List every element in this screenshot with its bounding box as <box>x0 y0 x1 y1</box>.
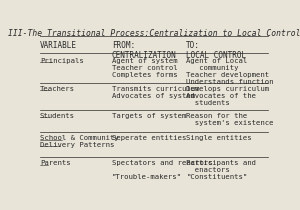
Text: School & Community
Delivery Patterns: School & Community Delivery Patterns <box>40 135 119 148</box>
Text: Targets of system: Targets of system <box>112 113 186 118</box>
Text: Transmits curriculum
Advocates of system: Transmits curriculum Advocates of system <box>112 86 200 99</box>
Text: III-The Transitional Process:Centralization to Local Control: III-The Transitional Process:Centralizat… <box>8 29 300 38</box>
Text: Seperate entities: Seperate entities <box>112 135 186 141</box>
Text: VARIABLE: VARIABLE <box>40 41 77 50</box>
Text: Single entities: Single entities <box>186 135 252 141</box>
Text: Spectators and reactors

"Trouble-makers": Spectators and reactors "Trouble-makers" <box>112 160 212 180</box>
Text: FROM:
CENTRALIZATION: FROM: CENTRALIZATION <box>112 41 177 60</box>
Text: Develops curriculum
Advocates of the
  students: Develops curriculum Advocates of the stu… <box>186 86 269 106</box>
Text: Reason for the
  system's existence: Reason for the system's existence <box>186 113 274 126</box>
Text: Agent of system
Teacher control
Completes forms: Agent of system Teacher control Complete… <box>112 58 178 77</box>
Text: Agent of Local
   community
Teacher development
Understands function: Agent of Local community Teacher develop… <box>186 58 274 85</box>
Text: Teachers: Teachers <box>40 86 75 92</box>
Text: Participants and
  enactors
"Constituents": Participants and enactors "Constituents" <box>186 160 256 180</box>
Text: TO:
LOCAL CONTROL: TO: LOCAL CONTROL <box>186 41 246 60</box>
Text: Parents: Parents <box>40 160 70 166</box>
Text: Principals: Principals <box>40 58 84 64</box>
Text: Students: Students <box>40 113 75 118</box>
